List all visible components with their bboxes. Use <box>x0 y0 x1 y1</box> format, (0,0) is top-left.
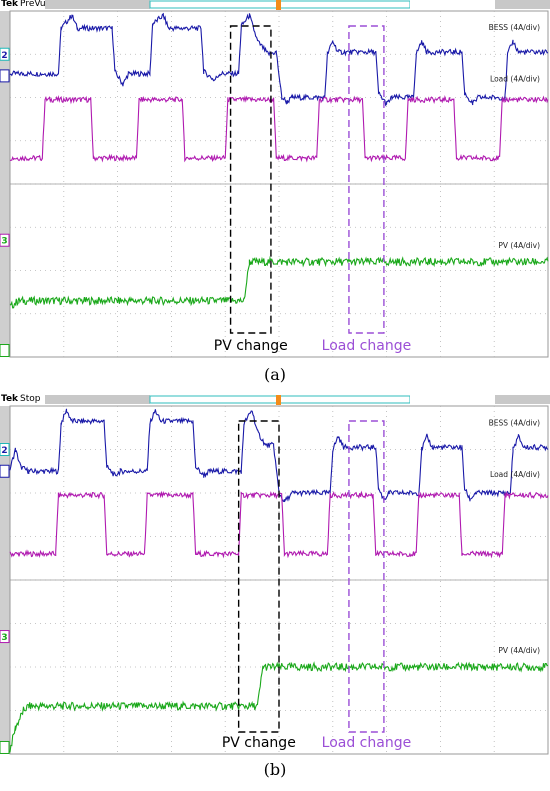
channel-marker-label: 2 <box>1 446 7 456</box>
header-bar-left <box>45 0 150 9</box>
header-bar-mid <box>410 395 495 404</box>
load-change-label: Load change <box>321 338 412 354</box>
channel-marker <box>0 630 10 644</box>
panel-caption-b: (b) <box>263 760 287 779</box>
series-label: PV (4A/div) <box>498 646 540 655</box>
channel-marker-strip <box>0 406 10 754</box>
channel-marker <box>0 464 10 478</box>
panel-caption-a: (a) <box>263 365 287 384</box>
header-bar-left <box>45 395 150 404</box>
load-change-label: Load change <box>321 735 412 751</box>
channel-marker <box>0 344 10 358</box>
series-label: BESS (4A/div) <box>489 23 540 32</box>
header-bar-right <box>495 0 550 9</box>
channel-marker <box>0 443 10 456</box>
pv-change-box <box>229 25 272 334</box>
pv-change-label: PV change <box>213 338 288 354</box>
series-label: PV (4A/div) <box>498 241 540 250</box>
channel-marker-label: 3 <box>1 633 7 643</box>
series-label: BESS (4A/div) <box>489 418 540 427</box>
status-text-a: Tek PreVu <box>1 0 46 9</box>
load-change-box <box>348 25 385 334</box>
series-line <box>9 255 549 309</box>
channel-marker-strip <box>0 11 10 357</box>
channel-marker <box>0 69 10 83</box>
header-bar-right <box>495 395 550 404</box>
status-text-b: Tek Stop <box>1 394 41 404</box>
trigger-position-marker <box>276 0 281 10</box>
channel-marker-label: 3 <box>1 237 7 247</box>
channel-marker <box>0 740 10 754</box>
series-line <box>9 12 549 107</box>
trigger-position-marker <box>276 395 281 405</box>
channel-marker <box>0 47 10 61</box>
header-bar-mid <box>410 0 495 9</box>
load-change-box <box>348 420 385 733</box>
channel-marker <box>0 233 10 247</box>
series-label: Load (4A/div) <box>490 470 540 479</box>
channel-marker-label: 2 <box>1 51 7 61</box>
series-line <box>9 94 549 163</box>
series-line <box>9 408 549 503</box>
pv-change-label: PV change <box>221 735 296 751</box>
series-label: Load (4A/div) <box>490 75 540 84</box>
series-line <box>9 661 549 753</box>
series-line <box>9 490 549 559</box>
